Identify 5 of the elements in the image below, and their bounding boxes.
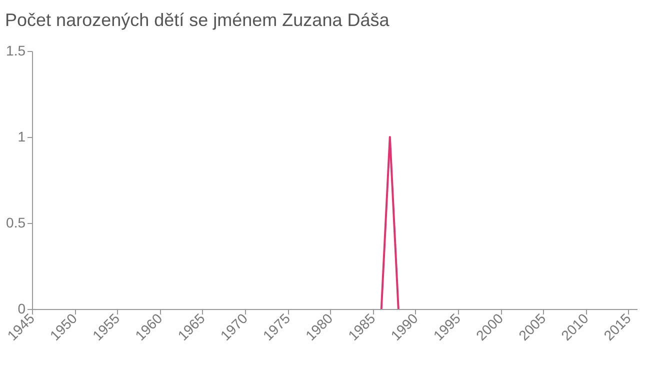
y-tick-label: 0.5 bbox=[6, 214, 26, 230]
y-tick-label: 0 bbox=[18, 300, 26, 316]
y-tick-label: 1.5 bbox=[6, 42, 26, 58]
y-tick-label: 1 bbox=[18, 128, 26, 144]
chart-title: Počet narozených dětí se jménem Zuzana Dáša bbox=[5, 10, 390, 30]
